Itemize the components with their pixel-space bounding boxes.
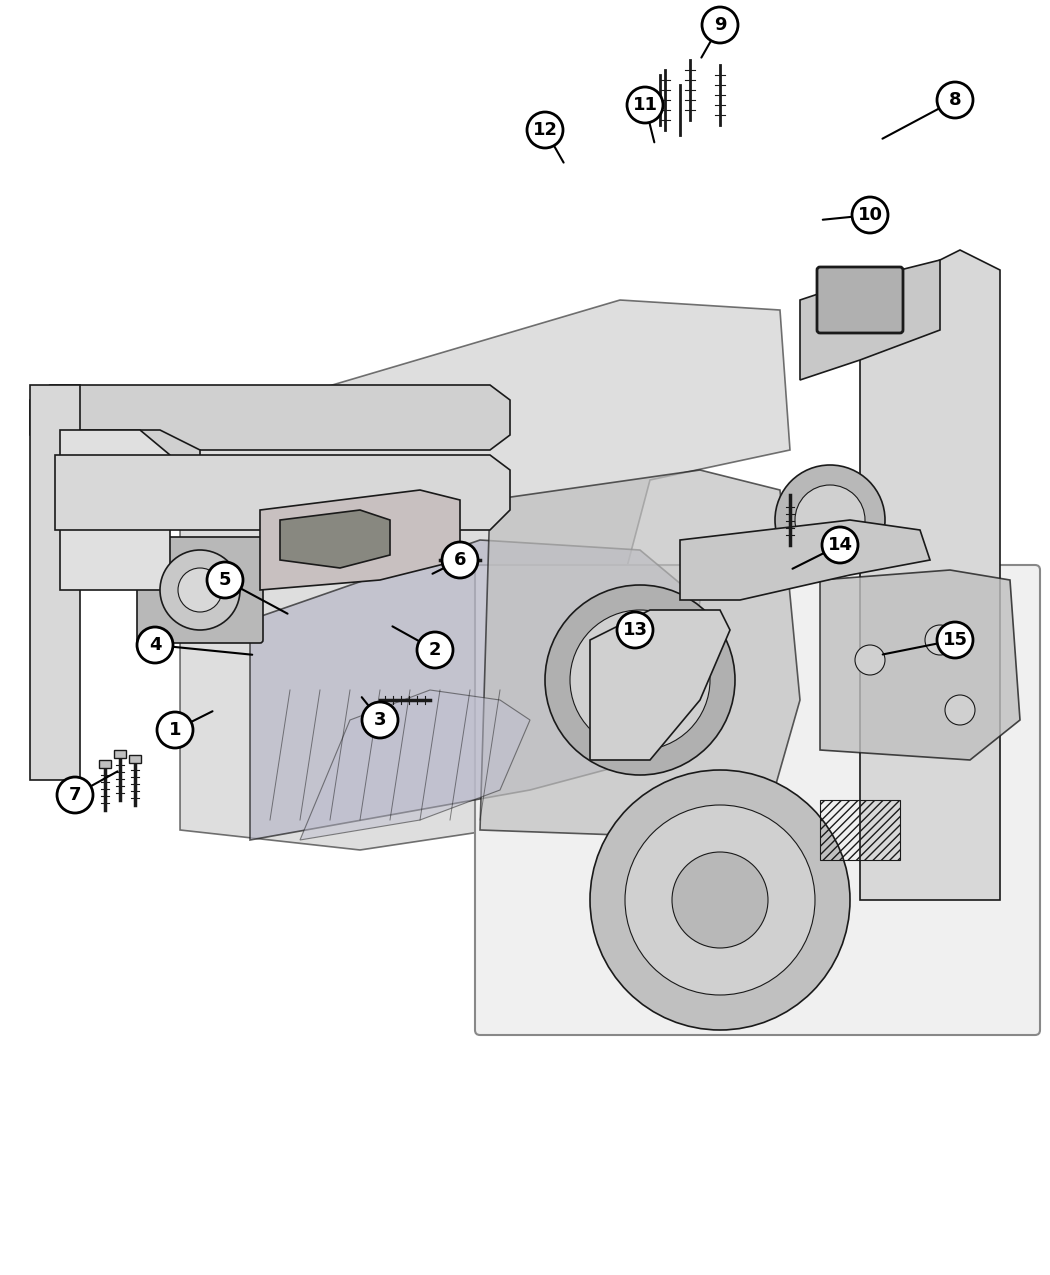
Circle shape — [925, 625, 956, 655]
Text: 4: 4 — [149, 636, 162, 654]
Circle shape — [795, 484, 865, 555]
Text: 11: 11 — [632, 96, 657, 113]
Circle shape — [937, 622, 973, 658]
Circle shape — [617, 612, 653, 648]
Polygon shape — [180, 300, 790, 850]
Circle shape — [590, 770, 850, 1030]
FancyBboxPatch shape — [475, 565, 1040, 1035]
Polygon shape — [680, 520, 930, 601]
Polygon shape — [590, 609, 730, 760]
FancyBboxPatch shape — [114, 750, 126, 759]
Circle shape — [822, 527, 858, 564]
Text: 9: 9 — [714, 17, 727, 34]
Text: 10: 10 — [858, 207, 882, 224]
Circle shape — [362, 703, 398, 738]
Bar — [820, 799, 900, 861]
Polygon shape — [250, 541, 700, 840]
Polygon shape — [300, 690, 530, 840]
Circle shape — [775, 465, 885, 575]
Circle shape — [702, 6, 738, 43]
Circle shape — [855, 645, 885, 674]
FancyBboxPatch shape — [136, 537, 262, 643]
FancyBboxPatch shape — [817, 266, 903, 333]
Circle shape — [57, 776, 93, 813]
Circle shape — [625, 805, 815, 994]
Circle shape — [417, 632, 453, 668]
Circle shape — [136, 627, 173, 663]
Polygon shape — [280, 510, 390, 567]
Circle shape — [605, 645, 675, 715]
Circle shape — [937, 82, 973, 119]
Polygon shape — [55, 455, 510, 530]
Text: 5: 5 — [218, 571, 231, 589]
FancyBboxPatch shape — [129, 755, 141, 762]
Text: 2: 2 — [428, 641, 441, 659]
Text: 15: 15 — [943, 631, 967, 649]
Polygon shape — [30, 385, 80, 780]
Polygon shape — [480, 470, 800, 840]
Text: 6: 6 — [454, 551, 466, 569]
Circle shape — [545, 585, 735, 775]
Circle shape — [158, 711, 193, 748]
Polygon shape — [820, 570, 1020, 760]
Polygon shape — [260, 490, 460, 590]
Circle shape — [160, 550, 240, 630]
Polygon shape — [80, 430, 200, 520]
Polygon shape — [60, 430, 170, 590]
Text: 8: 8 — [949, 91, 962, 108]
FancyBboxPatch shape — [99, 760, 111, 768]
Circle shape — [207, 562, 243, 598]
Text: 7: 7 — [68, 785, 81, 805]
Circle shape — [627, 87, 663, 122]
Polygon shape — [860, 250, 1000, 900]
Circle shape — [442, 542, 478, 578]
Circle shape — [178, 567, 222, 612]
Circle shape — [945, 695, 975, 725]
Circle shape — [672, 852, 768, 949]
Text: 3: 3 — [374, 711, 386, 729]
Polygon shape — [800, 260, 940, 380]
Text: 12: 12 — [532, 121, 558, 139]
Circle shape — [527, 112, 563, 148]
Text: 13: 13 — [623, 621, 648, 639]
Text: 1: 1 — [169, 720, 182, 739]
Circle shape — [852, 198, 888, 233]
Polygon shape — [30, 385, 510, 450]
Circle shape — [570, 609, 710, 750]
Text: 14: 14 — [827, 536, 853, 555]
